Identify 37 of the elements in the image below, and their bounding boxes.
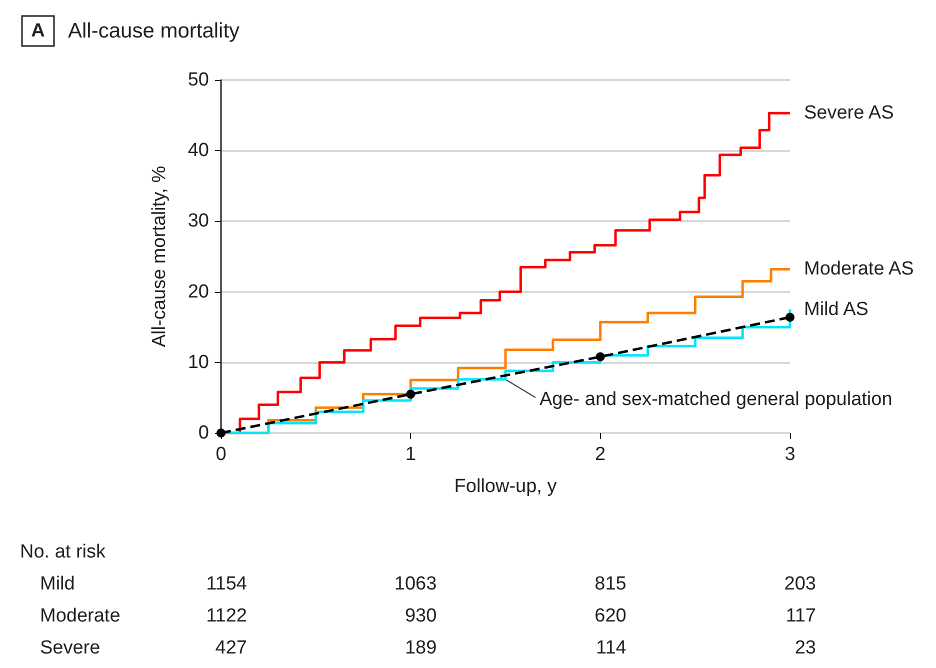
series-label: Moderate AS — [804, 258, 914, 280]
text: 117 — [786, 606, 816, 626]
y-tick-label: 40 — [188, 140, 209, 162]
text: No. at risk — [20, 542, 106, 562]
point — [786, 312, 794, 322]
x-tick-label: 1 — [405, 444, 416, 465]
text: 189 — [404, 638, 437, 658]
x-axis-title: Follow-up, y — [454, 476, 558, 497]
x-tick-label: 2 — [595, 444, 606, 465]
x-tick-label: 3 — [784, 444, 796, 465]
text: 114 — [596, 638, 627, 658]
y-tick-label: 10 — [188, 352, 209, 373]
text: A — [31, 20, 46, 42]
y-tick-label: 50 — [188, 70, 209, 90]
y-tick-label: 30 — [188, 210, 209, 232]
point — [406, 390, 416, 399]
text: Moderate — [40, 606, 120, 626]
y-tick-label: 0 — [198, 422, 209, 444]
text: 1063 — [394, 574, 437, 594]
text: Mild — [40, 574, 75, 594]
text: 815 — [594, 574, 626, 594]
text: 1154 — [206, 574, 248, 594]
text: 620 — [594, 606, 626, 626]
y-tick-label: 20 — [188, 281, 209, 302]
text: 930 — [404, 606, 437, 626]
point — [596, 352, 605, 362]
x-tick-label: 0 — [216, 444, 226, 465]
series-label: Mild AS — [804, 298, 868, 320]
series-label: Severe AS — [804, 102, 894, 124]
text: 23 — [794, 638, 816, 658]
y-axis-title: All-cause mortality, % — [149, 166, 170, 348]
text: Severe — [40, 638, 100, 658]
text: 1122 — [206, 606, 247, 626]
text: 427 — [215, 638, 247, 658]
chart-title: All-cause mortality — [68, 20, 240, 42]
series-label: Age- and sex-matched general population — [540, 388, 892, 410]
text: 203 — [784, 574, 816, 594]
